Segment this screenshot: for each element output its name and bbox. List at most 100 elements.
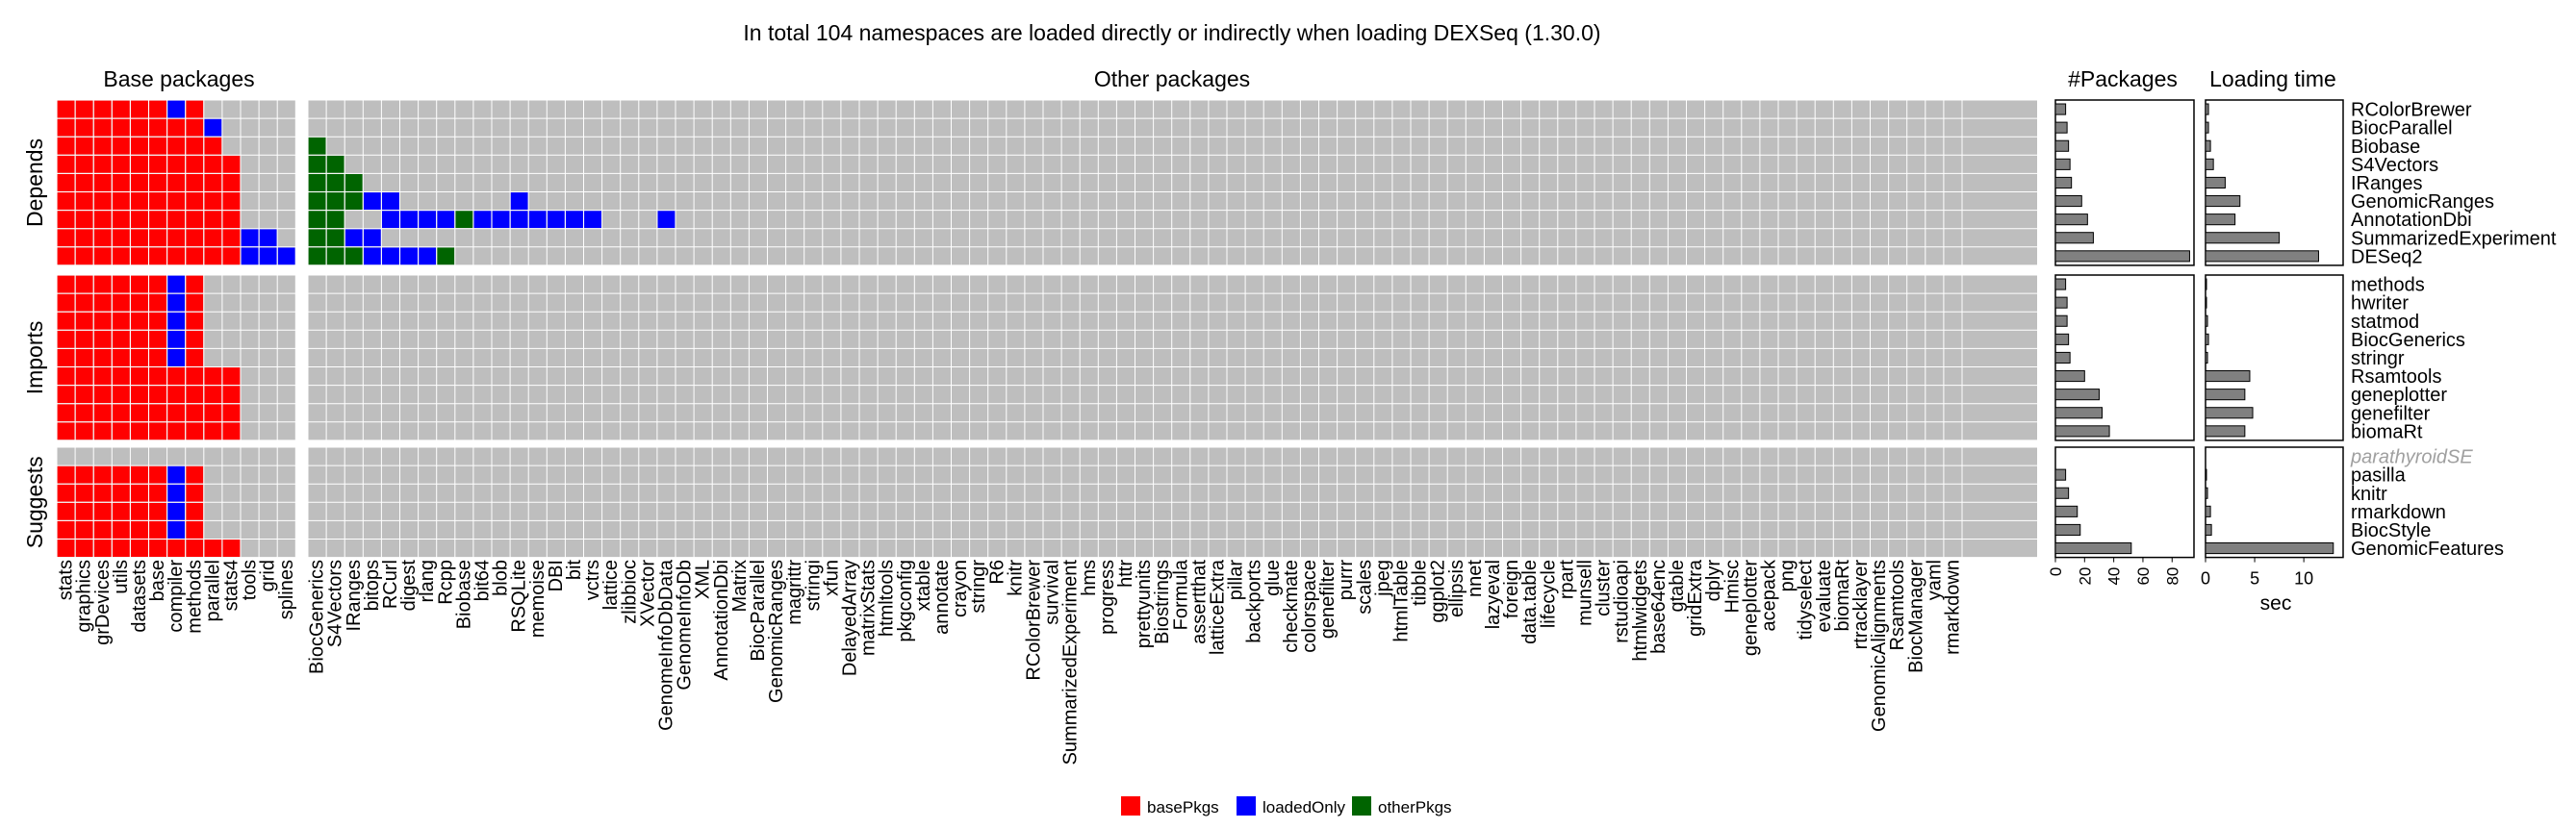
other-column-label: pillar [1226, 560, 1247, 601]
base-cell [186, 174, 204, 191]
base-cell [131, 100, 148, 118]
other-column-label: DBI [546, 560, 567, 591]
other-column-label: pkgconfig [895, 560, 916, 642]
base-cell [93, 349, 112, 366]
other-column-label: png [1777, 560, 1798, 591]
base-column-label: parallel [202, 560, 223, 621]
heatmap-cells [56, 99, 2037, 559]
base-cell [167, 367, 186, 385]
other-cell [528, 211, 547, 229]
row-label: statmod [2351, 312, 2419, 333]
other-cell [344, 174, 363, 191]
row-label: BiocParallel [2351, 118, 2453, 139]
legend-swatch [1237, 796, 1256, 816]
base-cell [93, 422, 112, 440]
packages-panel-title: #Packages [2068, 66, 2178, 91]
other-cell [382, 211, 399, 229]
base-cell [57, 247, 75, 265]
base-cell [167, 502, 186, 520]
other-panel-bg [308, 100, 2037, 265]
base-cell [167, 118, 186, 137]
base-cell [75, 312, 93, 330]
base-cell [112, 540, 130, 557]
base-cell [57, 465, 75, 484]
packages-bar [2054, 103, 2067, 115]
row-label: parathyroidSE [2350, 447, 2473, 468]
base-cell [149, 192, 166, 210]
other-column-label: foreign [1501, 560, 1522, 618]
base-cell [75, 422, 93, 440]
base-cell [57, 349, 75, 366]
base-cell [167, 312, 186, 330]
base-cell [57, 422, 75, 440]
base-column-label: stats4 [220, 560, 242, 611]
other-column-label: stringr [968, 560, 989, 614]
loading-bar [2205, 542, 2334, 555]
packages-bar [2054, 468, 2067, 481]
base-cell [186, 293, 204, 312]
base-cell [149, 330, 166, 348]
row-label: BiocStyle [2351, 520, 2431, 541]
base-cell [75, 404, 93, 422]
row-label: GenomicRanges [2351, 191, 2494, 213]
base-cell [57, 192, 75, 210]
base-cell [204, 155, 222, 173]
base-cell [75, 330, 93, 348]
base-cell [186, 330, 204, 348]
row-label: rmarkdown [2351, 502, 2446, 523]
base-cell [75, 155, 93, 173]
packages-bar [2054, 296, 2068, 309]
packages-bar [2054, 250, 2190, 263]
other-cell [510, 192, 528, 210]
row-label: genefilter [2351, 403, 2431, 424]
base-cell [131, 293, 148, 312]
other-cell [566, 211, 583, 229]
other-column-label: rpart [1556, 560, 1577, 600]
base-cell [93, 465, 112, 484]
base-cell [131, 540, 148, 557]
base-cell [149, 247, 166, 265]
base-cell [93, 155, 112, 173]
base-cell [149, 367, 166, 385]
other-column-label: XVector [637, 560, 658, 627]
base-cell [112, 404, 130, 422]
base-cell [75, 100, 93, 118]
base-column-label: base [147, 560, 168, 601]
base-cell [75, 192, 93, 210]
base-cell [204, 367, 222, 385]
packages-panel-frame [2054, 446, 2195, 559]
legend: basePkgs loadedOnly otherPkgs [1121, 796, 1452, 816]
other-column-label: IRanges [344, 560, 365, 632]
other-cell [657, 211, 676, 229]
base-cell [131, 484, 148, 502]
other-column-label: magrittr [784, 560, 805, 625]
base-cell [93, 540, 112, 557]
chart-title: In total 104 namespaces are loaded direc… [743, 20, 1600, 45]
base-cell [167, 192, 186, 210]
base-cell [75, 521, 93, 539]
base-cell [93, 275, 112, 293]
base-cell [241, 229, 259, 247]
base-cell [93, 404, 112, 422]
other-column-label: survival [1042, 560, 1063, 625]
other-column-label: GenomicAlignments [1869, 560, 1890, 732]
base-cell [112, 422, 130, 440]
row-label: knitr [2351, 484, 2387, 505]
loading-bar [2205, 250, 2319, 263]
base-cell [75, 540, 93, 557]
legend-label: otherPkgs [1378, 798, 1452, 816]
base-cell [75, 484, 93, 502]
other-column-label: nnet [1465, 560, 1486, 597]
loading-bar [2205, 103, 2209, 115]
packages-bar [2054, 542, 2132, 555]
base-cell [204, 404, 222, 422]
base-cell [149, 100, 166, 118]
loading-bar [2205, 370, 2251, 383]
base-cell [222, 229, 241, 247]
other-cell [326, 211, 344, 229]
base-cell [57, 211, 75, 229]
base-cell [131, 174, 148, 191]
base-cell [75, 137, 93, 155]
base-cell [112, 367, 130, 385]
row-label: RColorBrewer [2351, 100, 2472, 121]
